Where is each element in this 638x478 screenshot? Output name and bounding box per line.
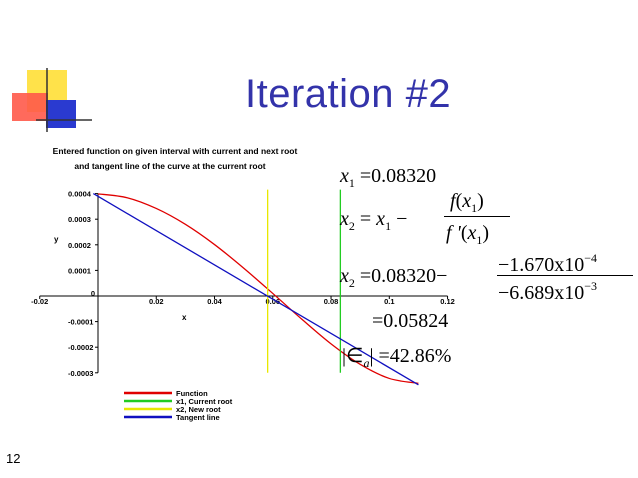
x-axis-label: x — [182, 313, 187, 322]
eq-x1: x1 =0.08320 — [340, 165, 437, 190]
red-square — [12, 93, 48, 121]
y-tick-label: 0.0002 — [68, 241, 91, 250]
eq-x2-value: x2 =0.08320− — [340, 265, 448, 290]
x1-value: =0.08320 — [359, 165, 437, 187]
value-denominator: −6.689x10−3 — [498, 279, 598, 304]
slide-title: Iteration #2 — [245, 72, 452, 116]
legend-label: Function — [176, 389, 208, 398]
y-tick-label: 0.0001 — [68, 266, 91, 275]
legend-label: x2, New root — [176, 405, 221, 414]
corner-decoration — [12, 68, 92, 132]
chart-subtitle: and tangent line of the curve at the cur… — [74, 161, 265, 171]
x-tick-label: 0.08 — [324, 297, 339, 306]
x-tick-label: 0.02 — [149, 297, 164, 306]
x-tick-label: 0.04 — [207, 297, 222, 306]
y-tick-label: -0.0001 — [68, 318, 93, 327]
slide-number: 12 — [6, 451, 21, 466]
newton-fraction-line — [444, 216, 510, 217]
y-axis-label: y — [54, 235, 59, 244]
y-tick-label: -0.0003 — [68, 369, 93, 378]
y-tick-label: 0.0003 — [68, 215, 91, 224]
x-tick-label: 0.1 — [384, 297, 394, 306]
x-tick-label: -0.02 — [31, 297, 48, 306]
y-tick-label: 0.0004 — [68, 190, 92, 199]
series-line — [93, 193, 419, 386]
x-tick-label: 0 — [91, 289, 95, 298]
newton-denominator: f '(x1) — [446, 222, 490, 247]
chart-title: Entered function on given interval with … — [53, 146, 298, 156]
y-tick-label: -0.0002 — [68, 343, 93, 352]
eq-result: =0.05824 — [372, 310, 449, 332]
series-curve — [97, 193, 419, 384]
x-tick-label: 0.12 — [440, 297, 455, 306]
legend-label: x1, Current root — [176, 397, 233, 406]
value-fraction-line — [497, 275, 633, 276]
newton-numerator: f(x1) — [450, 190, 484, 215]
eq-error: |∈a| =42.86% — [342, 345, 452, 370]
blue-square — [46, 100, 76, 128]
value-numerator: −1.670x10−4 — [498, 251, 598, 276]
x-tick-label: 0.06 — [265, 297, 280, 306]
legend-label: Tangent line — [176, 413, 220, 422]
eq-newton: x2 = x1 − — [340, 208, 408, 233]
